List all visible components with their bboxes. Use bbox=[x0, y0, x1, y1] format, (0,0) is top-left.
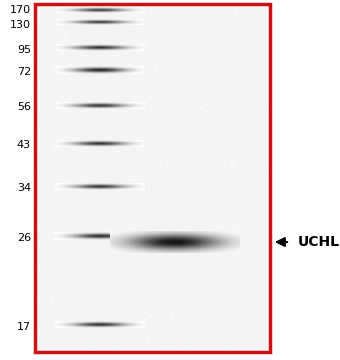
Bar bbox=[35, 4, 270, 352]
Text: 130: 130 bbox=[10, 20, 31, 30]
Text: 170: 170 bbox=[10, 5, 31, 15]
Text: 56: 56 bbox=[17, 102, 31, 112]
Text: 43: 43 bbox=[17, 140, 31, 150]
Text: 34: 34 bbox=[17, 183, 31, 193]
Text: UCHL1: UCHL1 bbox=[298, 235, 340, 249]
Text: 72: 72 bbox=[17, 67, 31, 77]
Text: 95: 95 bbox=[17, 45, 31, 55]
Bar bbox=[35, 4, 270, 352]
Text: 17: 17 bbox=[17, 322, 31, 332]
Text: 26: 26 bbox=[17, 233, 31, 243]
